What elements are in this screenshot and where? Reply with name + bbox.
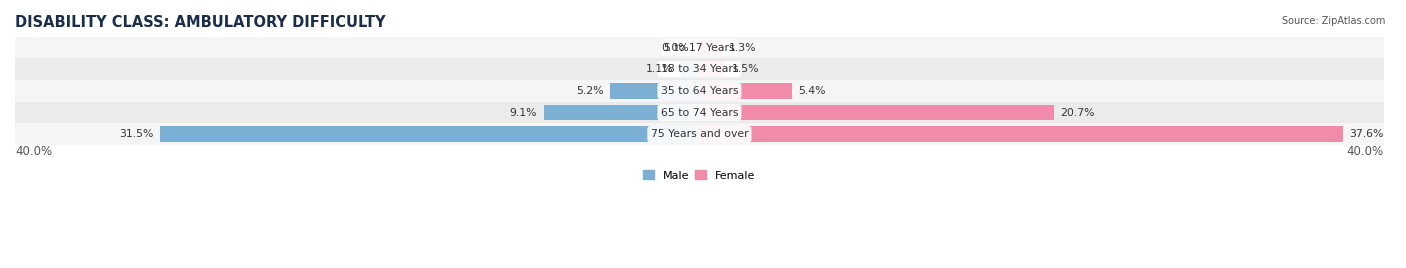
Text: 0.0%: 0.0% bbox=[661, 43, 689, 53]
Text: 31.5%: 31.5% bbox=[120, 129, 153, 139]
Bar bbox=[699, 61, 725, 77]
Text: 9.1%: 9.1% bbox=[509, 107, 537, 118]
Bar bbox=[699, 83, 792, 99]
Text: 35 to 64 Years: 35 to 64 Years bbox=[661, 86, 738, 96]
Bar bbox=[699, 105, 1053, 120]
Text: 5.2%: 5.2% bbox=[576, 86, 603, 96]
Bar bbox=[15, 80, 1384, 102]
Text: Source: ZipAtlas.com: Source: ZipAtlas.com bbox=[1281, 16, 1385, 26]
Bar bbox=[15, 58, 1384, 80]
Text: 75 Years and over: 75 Years and over bbox=[651, 129, 748, 139]
Bar bbox=[681, 61, 699, 77]
Text: 5.4%: 5.4% bbox=[799, 86, 827, 96]
Bar bbox=[160, 126, 699, 142]
Text: 5 to 17 Years: 5 to 17 Years bbox=[664, 43, 735, 53]
Text: 37.6%: 37.6% bbox=[1350, 129, 1384, 139]
Bar bbox=[544, 105, 699, 120]
Text: 1.5%: 1.5% bbox=[733, 64, 759, 74]
Text: 65 to 74 Years: 65 to 74 Years bbox=[661, 107, 738, 118]
Text: DISABILITY CLASS: AMBULATORY DIFFICULTY: DISABILITY CLASS: AMBULATORY DIFFICULTY bbox=[15, 15, 385, 30]
Text: 18 to 34 Years: 18 to 34 Years bbox=[661, 64, 738, 74]
Bar bbox=[699, 40, 721, 55]
Text: 40.0%: 40.0% bbox=[1347, 145, 1384, 158]
Bar bbox=[699, 126, 1343, 142]
Legend: Male, Female: Male, Female bbox=[638, 166, 761, 185]
Text: 1.1%: 1.1% bbox=[647, 64, 673, 74]
Bar bbox=[15, 37, 1384, 58]
Bar bbox=[610, 83, 699, 99]
Text: 40.0%: 40.0% bbox=[15, 145, 52, 158]
Bar bbox=[15, 102, 1384, 123]
Text: 1.3%: 1.3% bbox=[728, 43, 756, 53]
Bar bbox=[15, 123, 1384, 145]
Text: 20.7%: 20.7% bbox=[1060, 107, 1095, 118]
